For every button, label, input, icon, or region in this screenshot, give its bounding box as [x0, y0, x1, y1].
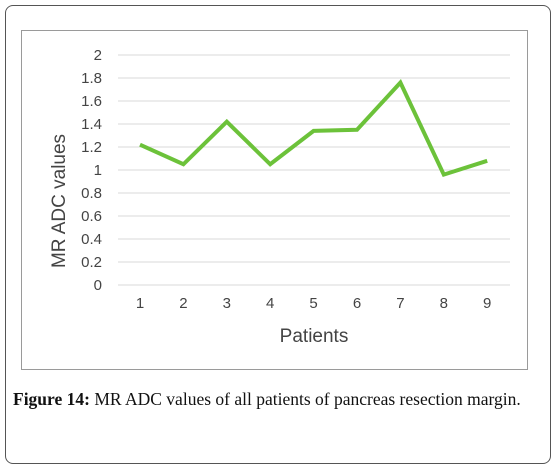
x-tick-labels: 1 2 3 4 5 6 7 8 9: [136, 295, 492, 312]
caption-label: Figure 14:: [13, 389, 90, 409]
x-tick-label: 1: [136, 295, 144, 312]
y-tick-label: 0.4: [81, 231, 102, 248]
line-chart: 0 0.2 0.4 0.6 0.8 1 1.2 1.4 1.6 1.8 2 1 2 3 4 5 6 7 8 9 MR…: [49, 47, 510, 347]
y-tick-label: 0.6: [81, 208, 102, 225]
x-tick-label: 8: [440, 295, 448, 312]
x-tick-label: 6: [353, 295, 361, 312]
series-line: [139, 79, 488, 178]
y-tick-label: 1.4: [81, 116, 102, 133]
y-tick-label: 1: [94, 162, 102, 179]
chart-area: 0 0.2 0.4 0.6 0.8 1 1.2 1.4 1.6 1.8 2 1 2 3 4 5 6 7 8 9 MR…: [21, 30, 528, 370]
caption-text: MR ADC values of all patients of pancrea…: [94, 389, 521, 409]
gridlines: [118, 54, 510, 286]
y-tick-label: 2: [94, 47, 102, 64]
y-axis-label: MR ADC values: [49, 134, 70, 268]
y-tick-label: 1.8: [81, 70, 102, 87]
x-tick-label: 4: [266, 295, 274, 312]
y-tick-labels: 0 0.2 0.4 0.6 0.8 1 1.2 1.4 1.6 1.8 2: [81, 47, 102, 294]
y-tick-label: 0: [94, 277, 102, 294]
x-tick-label: 9: [483, 295, 491, 312]
x-tick-label: 7: [396, 295, 404, 312]
x-axis-label: Patients: [280, 326, 349, 347]
x-tick-label: 5: [309, 295, 317, 312]
y-tick-label: 0.2: [81, 254, 102, 271]
y-tick-label: 1.6: [81, 93, 102, 110]
y-tick-label: 0.8: [81, 185, 102, 202]
x-tick-label: 2: [179, 295, 187, 312]
y-tick-label: 1.2: [81, 139, 102, 156]
x-tick-label: 3: [223, 295, 231, 312]
figure-caption: Figure 14: MR ADC values of all patients…: [13, 387, 541, 412]
